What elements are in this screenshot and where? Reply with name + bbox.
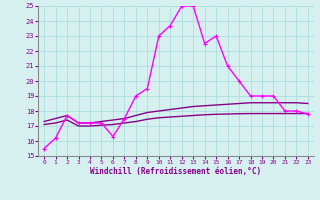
X-axis label: Windchill (Refroidissement éolien,°C): Windchill (Refroidissement éolien,°C) xyxy=(91,167,261,176)
